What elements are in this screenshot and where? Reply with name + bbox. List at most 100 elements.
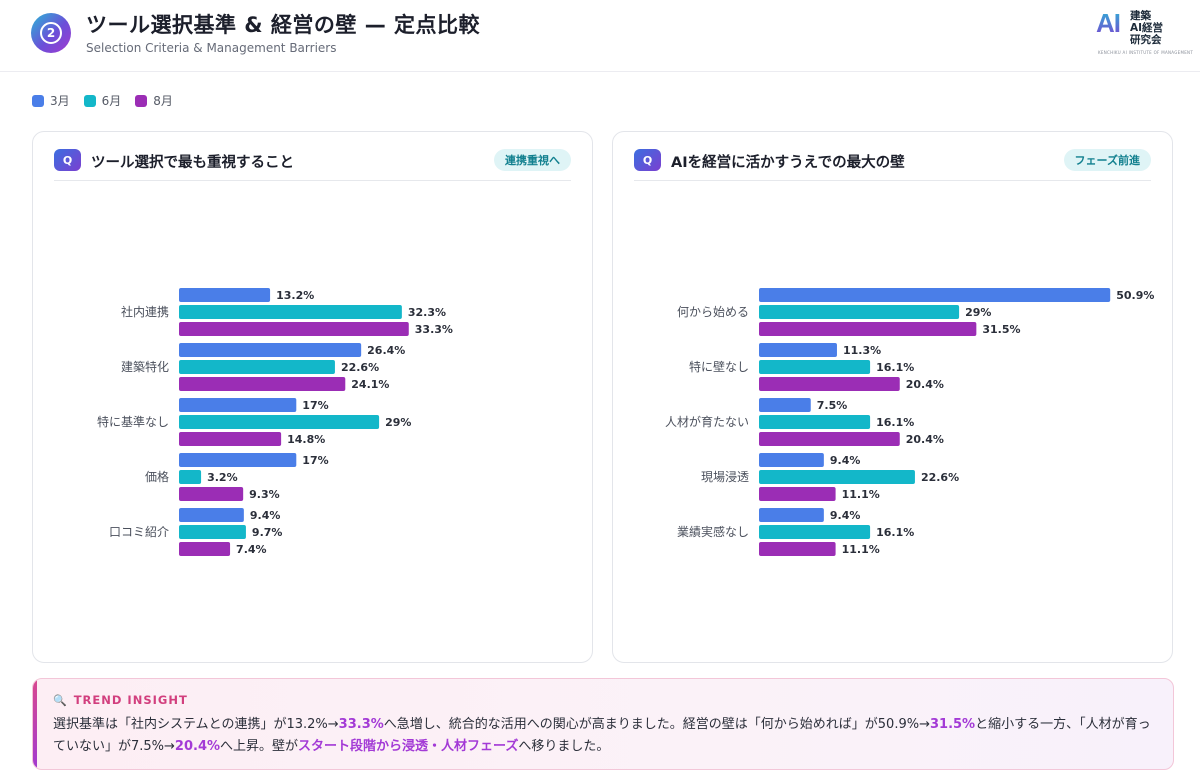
bar-june (759, 360, 871, 374)
bar-value-label: 31.5% (982, 323, 1020, 336)
legend-label: 3月 (50, 94, 70, 108)
bar-august (759, 487, 836, 501)
bar-august (179, 432, 282, 446)
insight-text: 選択基準は「社内システムとの連携」が13.2%→33.3%へ急増し、統合的な活用… (53, 714, 1157, 758)
bar-value-label: 26.4% (367, 344, 405, 357)
bar-value-label: 3.2% (207, 471, 238, 484)
legend-item-june: 6月 (83, 92, 122, 109)
legend-swatch-march (32, 94, 44, 107)
insight-segment: へ移りました。 (518, 739, 610, 754)
insight-label: TREND INSIGHT (73, 693, 188, 707)
bar-march (759, 288, 1111, 302)
selection-criteria-chart: 社内連携 13.2% 32.3% 33.3% 建築特化 26.4% 22.6% 24.1% 特に… (97, 288, 453, 556)
brand-logo: AI 建築 AI経営 研究会 KENCHIKU AI INSTITUTE OF … (1096, 8, 1193, 58)
logo-mark: AI (1096, 8, 1121, 38)
category-label: 口コミ紹介 (109, 525, 169, 539)
bar-value-label: 20.4% (906, 433, 944, 446)
bar-march (759, 343, 837, 357)
legend-item-august: 8月 (135, 92, 173, 109)
bar-value-label: 33.3% (415, 323, 453, 336)
bar-value-label: 9.3% (249, 488, 280, 501)
category-label: 価格 (145, 469, 169, 484)
bar-august (759, 432, 900, 446)
bar-value-label: 16.1% (876, 526, 914, 539)
bar-june (179, 415, 380, 429)
bar-value-label: 7.5% (817, 399, 848, 412)
page-title: ツール選択基準 & 経営の壁 — 定点比較 (86, 13, 481, 37)
category-label: 何から始める (677, 305, 749, 319)
legend-label: 8月 (153, 94, 173, 108)
category-label: 人材が育たない (665, 414, 749, 429)
selection-criteria-card: 社内連携 13.2% 32.3% 33.3% 建築特化 26.4% 22.6% 24.1% 特に… (32, 131, 593, 663)
bar-value-label: 14.8% (287, 433, 325, 446)
bar-june (759, 470, 915, 484)
insight-segment: と縮小する一方、「人材が育っていない」が7.5%→ (53, 717, 1151, 754)
insight-heading: 🔍 TREND INSIGHT (53, 693, 188, 707)
bar-value-label: 9.4% (830, 509, 861, 522)
bar-june (179, 360, 335, 374)
trend-badge: 連携重視へ (494, 149, 571, 171)
bar-value-label: 24.1% (351, 378, 389, 391)
card-header: Q ツール選択で最も重視すること 連携重視へ (54, 147, 571, 181)
question-icon: Q (54, 149, 81, 171)
trend-insight-panel: 🔍 TREND INSIGHT 選択基準は「社内システムとの連携」が13.2%→… (32, 678, 1174, 770)
bar-value-label: 9.4% (830, 454, 861, 467)
bar-value-label: 13.2% (276, 289, 314, 302)
bar-august (179, 542, 231, 556)
bar-value-label: 9.4% (250, 509, 281, 522)
card-title: AIを経営に活かすうえでの最大の壁 (671, 155, 905, 171)
card-title: ツール選択で最も重視すること (91, 155, 294, 171)
bar-value-label: 29% (385, 416, 411, 429)
bar-august (179, 377, 346, 391)
bar-value-label: 16.1% (876, 361, 914, 374)
bar-march (759, 453, 824, 467)
category-label: 業績実感なし (677, 524, 749, 539)
bar-value-label: 11.1% (842, 543, 880, 556)
bar-august (759, 377, 900, 391)
category-label: 建築特化 (121, 359, 169, 374)
bar-value-label: 17% (302, 454, 328, 467)
logo-subtext: KENCHIKU AI INSTITUTE OF MANAGEMENT (1098, 50, 1194, 55)
insight-segment: へ上昇。壁が (220, 739, 299, 754)
bar-value-label: 9.7% (252, 526, 283, 539)
legend-label: 6月 (101, 94, 122, 108)
bar-march (179, 343, 362, 357)
bar-june (759, 415, 871, 429)
bar-value-label: 16.1% (876, 416, 914, 429)
legend-item-march: 3月 (32, 92, 70, 109)
insight-segment: へ急増し、統合的な活用への関心が高まりました。経営の壁は「何から始めれば」が50… (383, 717, 930, 732)
bar-march (179, 398, 297, 412)
bar-august (179, 487, 244, 501)
bar-value-label: 11.3% (843, 344, 881, 357)
management-barriers-card: 何から始める 50.9% 29% 31.5% 特に壁なし 11.3% 16.1% 20.4% 人… (612, 131, 1173, 663)
bar-value-label: 7.4% (236, 543, 267, 556)
bar-value-label: 20.4% (906, 378, 944, 391)
bar-value-label: 22.6% (341, 361, 379, 374)
bar-value-label: 22.6% (921, 471, 959, 484)
category-label: 社内連携 (121, 304, 169, 319)
page-header: 2 ツール選択基準 & 経営の壁 — 定点比較 Selection Criter… (0, 0, 1200, 72)
bar-june (759, 305, 960, 319)
section-number: 2 (40, 22, 62, 44)
category-label: 特に基準なし (97, 414, 169, 429)
section-number-badge: 2 (31, 13, 71, 53)
bar-march (759, 508, 824, 522)
trend-badge: フェーズ前進 (1063, 149, 1151, 171)
bar-value-label: 11.1% (842, 488, 880, 501)
insight-highlight: スタート段階から浸透・人材フェーズ (298, 739, 519, 754)
insight-highlight: 31.5% (929, 717, 976, 732)
bar-value-label: 17% (302, 399, 328, 412)
bar-august (759, 322, 977, 336)
insight-highlight: 20.4% (174, 739, 221, 754)
chart-legend: 3月 6月 8月 (32, 92, 173, 109)
bar-march (179, 288, 271, 302)
bar-june (179, 305, 402, 319)
page-subtitle: Selection Criteria & Management Barriers (86, 41, 337, 55)
magnifier-icon: 🔍 (53, 693, 68, 707)
bar-june (179, 525, 246, 539)
legend-swatch-june (83, 94, 96, 107)
insight-segment: 選択基準は「社内システムとの連携」が13.2%→ (53, 717, 339, 732)
management-barriers-chart: 何から始める 50.9% 29% 31.5% 特に壁なし 11.3% 16.1% 20.4% 人… (665, 288, 1154, 556)
insight-accent-bar (33, 679, 37, 769)
question-icon: Q (634, 149, 661, 171)
